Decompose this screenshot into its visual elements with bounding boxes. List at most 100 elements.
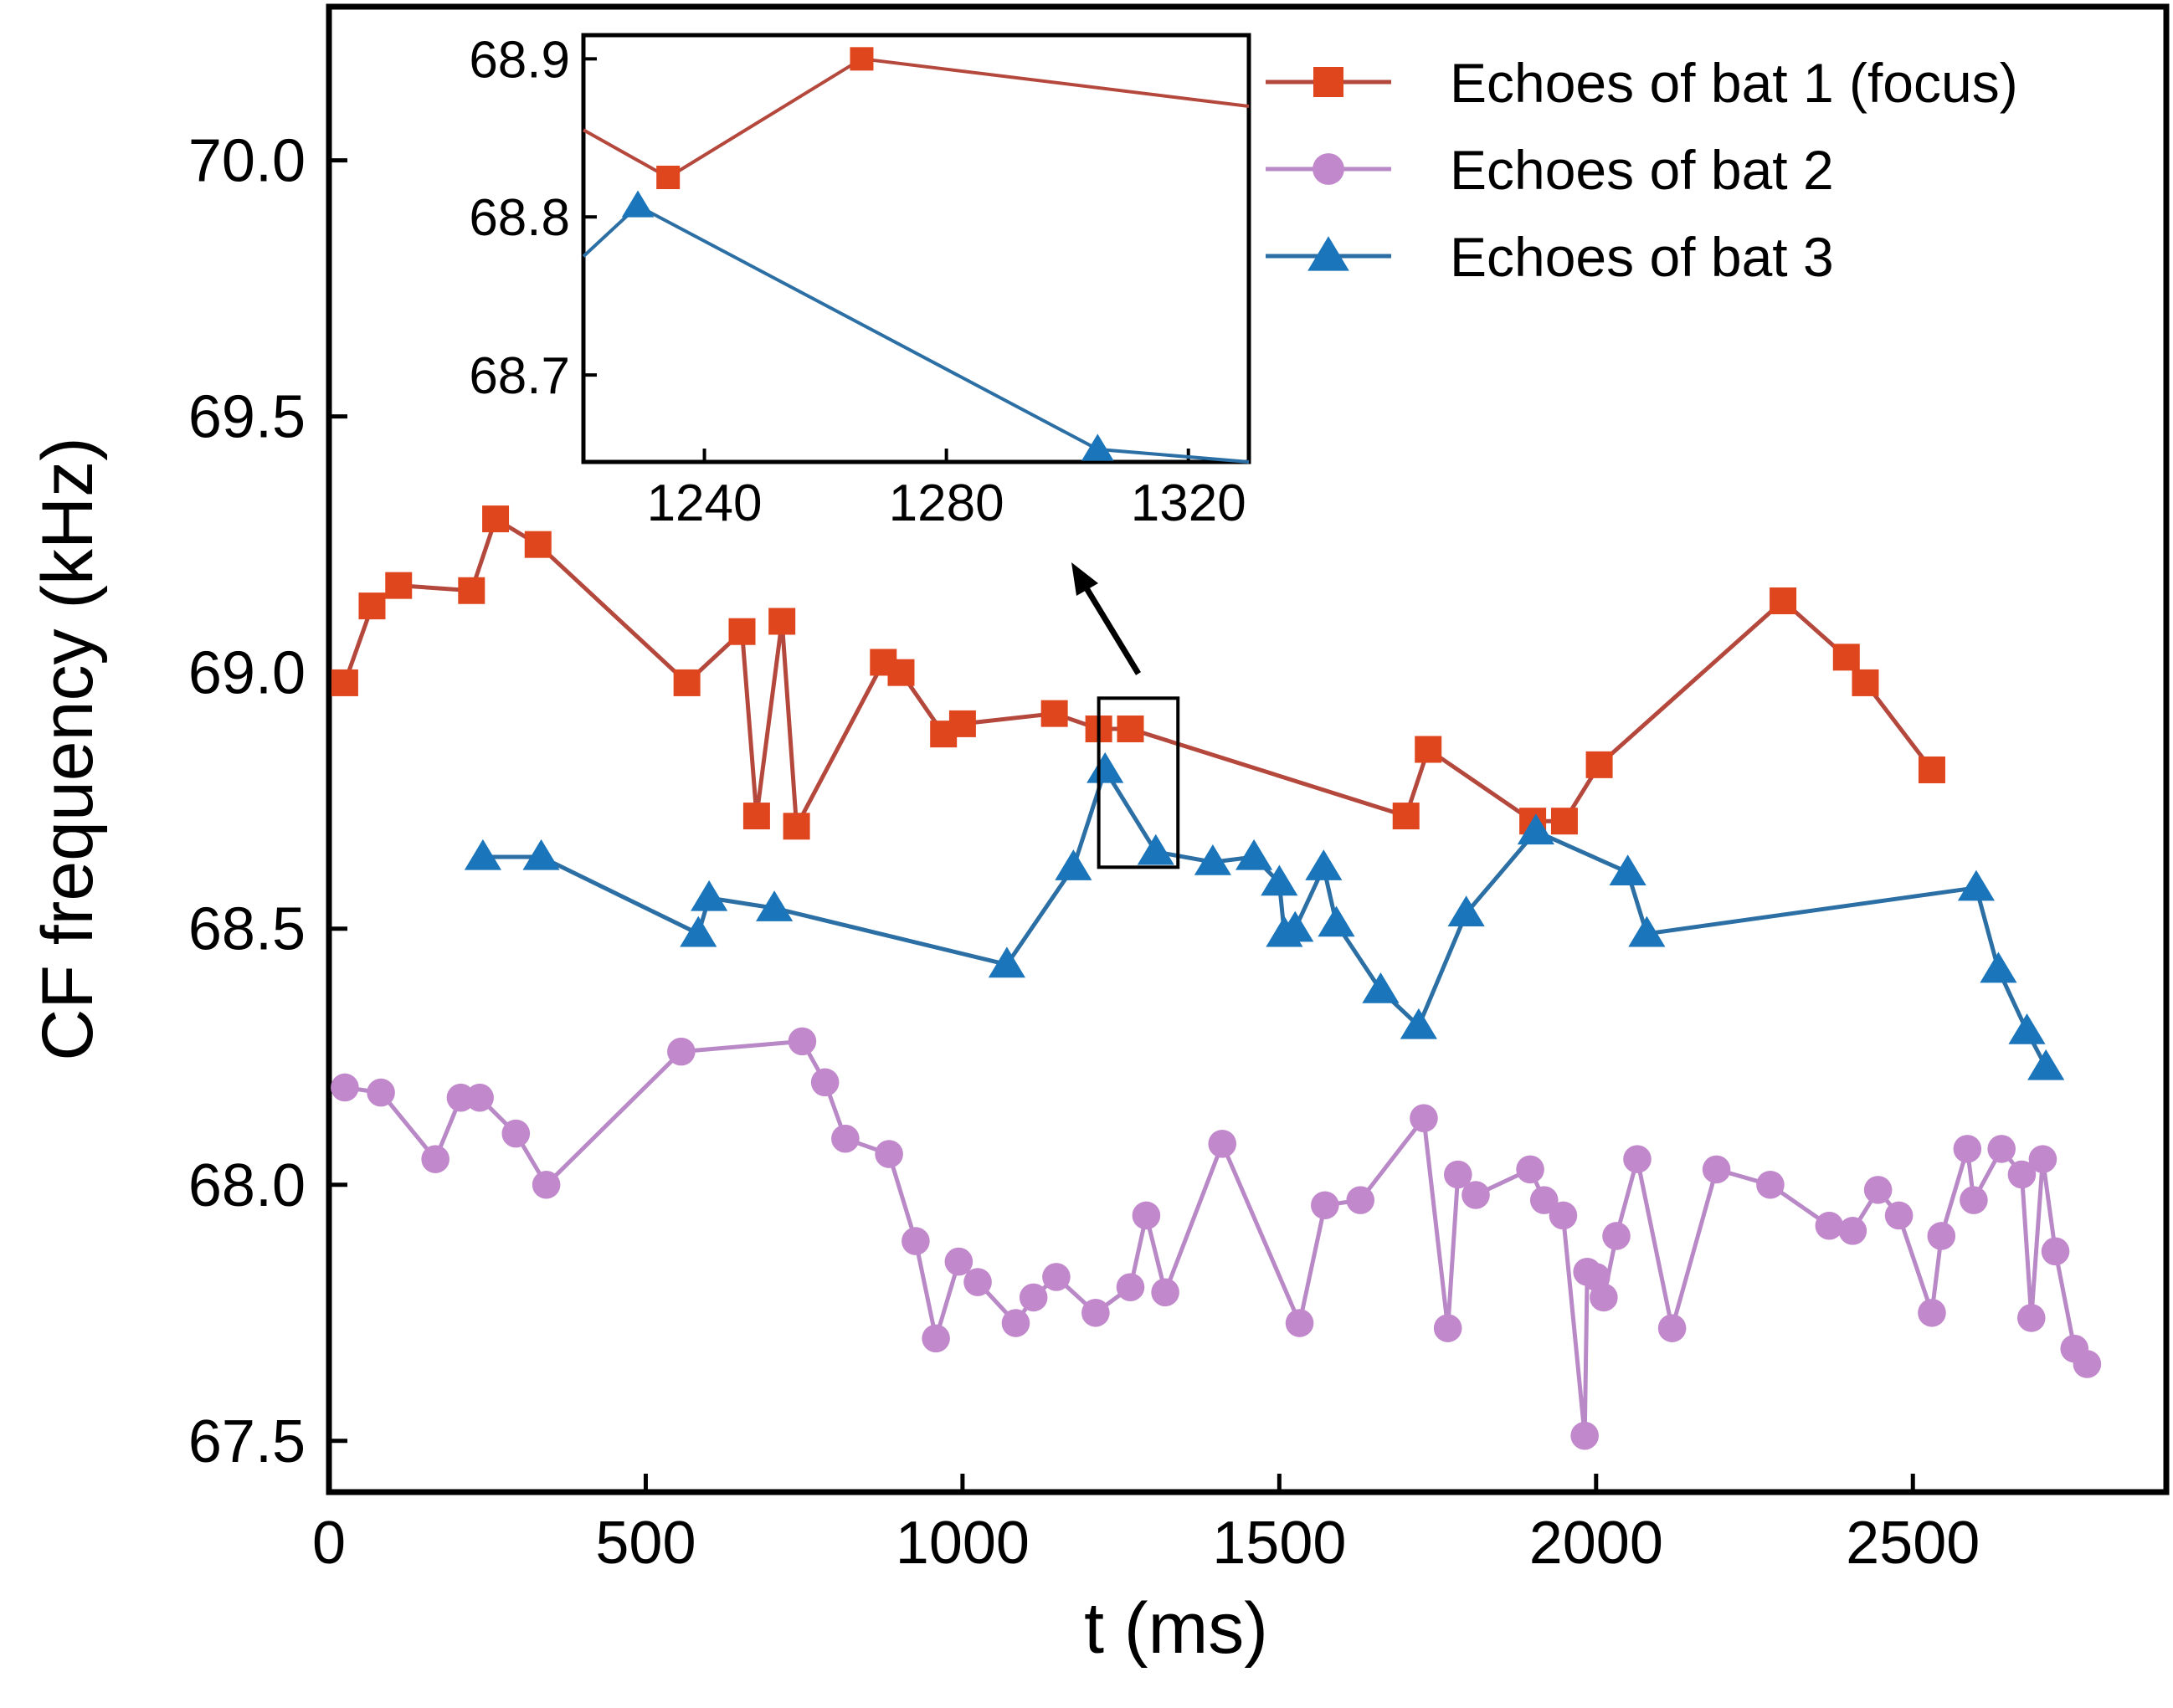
inset-series bbox=[582, 47, 1250, 464]
data-point bbox=[783, 813, 810, 840]
legend-label: Echoes of bat 2 bbox=[1450, 139, 1834, 201]
data-point bbox=[728, 618, 756, 645]
data-point bbox=[1702, 1155, 1731, 1184]
data-point bbox=[2028, 1145, 2057, 1173]
data-point bbox=[465, 1083, 494, 1112]
data-point bbox=[1443, 1160, 1472, 1189]
data-point bbox=[1550, 808, 1578, 835]
data-point bbox=[1151, 1278, 1179, 1307]
data-point bbox=[2007, 1160, 2037, 1189]
data-point bbox=[1447, 895, 1485, 927]
data-point bbox=[810, 1068, 840, 1097]
data-point bbox=[1261, 864, 1298, 896]
inset-y-tick-label: 68.8 bbox=[469, 189, 570, 247]
data-point bbox=[482, 505, 510, 533]
data-point bbox=[2008, 1013, 2046, 1044]
inset-y-tick-label: 68.9 bbox=[469, 31, 570, 89]
data-point bbox=[667, 1037, 696, 1066]
data-point bbox=[948, 710, 976, 737]
data-point bbox=[1602, 1222, 1631, 1250]
data-point bbox=[1838, 1217, 1867, 1245]
data-point bbox=[1410, 1104, 1438, 1132]
data-point bbox=[2073, 1350, 2102, 1378]
inset-series-line bbox=[582, 203, 1250, 464]
data-point bbox=[1415, 736, 1442, 763]
legend-label: Echoes of bat 3 bbox=[1450, 226, 1834, 288]
data-point bbox=[331, 669, 358, 696]
y-tick-label: 67.5 bbox=[188, 1408, 306, 1475]
data-point bbox=[988, 946, 1025, 978]
inset-y-tick-label: 68.7 bbox=[469, 347, 570, 405]
data-point bbox=[887, 659, 915, 686]
data-point bbox=[1117, 716, 1144, 743]
data-point bbox=[1927, 1222, 1956, 1250]
data-point bbox=[1042, 1263, 1071, 1291]
data-point bbox=[331, 1073, 359, 1102]
x-tick-label: 2000 bbox=[1529, 1510, 1663, 1577]
data-point bbox=[1346, 1186, 1375, 1214]
main-series bbox=[331, 505, 2102, 1450]
inset-x-tick-label: 1280 bbox=[889, 474, 1004, 532]
data-point bbox=[2041, 1237, 2070, 1266]
data-point bbox=[464, 839, 502, 870]
inset-data-point bbox=[656, 166, 681, 189]
data-point bbox=[1918, 756, 1945, 783]
x-tick-label: 2500 bbox=[1846, 1510, 1980, 1577]
legend-marker bbox=[1313, 67, 1343, 97]
x-tick-label: 500 bbox=[595, 1510, 696, 1577]
data-point bbox=[1400, 1008, 1437, 1039]
data-point bbox=[1657, 1314, 1687, 1342]
legend-marker bbox=[1313, 153, 1344, 185]
data-point bbox=[1318, 905, 1355, 937]
data-point bbox=[1086, 751, 1124, 783]
data-point bbox=[532, 1170, 561, 1199]
data-point bbox=[1623, 1145, 1652, 1173]
inset-axes: 1240 1280 1320 68.7 68.8 68.9 bbox=[469, 31, 1246, 532]
data-point bbox=[1628, 916, 1666, 947]
y-tick-label: 68.0 bbox=[188, 1152, 306, 1219]
inset-x-tick-label: 1240 bbox=[647, 474, 763, 532]
y-tick-label: 70.0 bbox=[188, 128, 306, 195]
data-point bbox=[524, 531, 552, 558]
data-point bbox=[1040, 700, 1068, 727]
plot-frame bbox=[326, 3, 2170, 1495]
y-tick-label: 69.0 bbox=[188, 640, 306, 707]
data-point bbox=[1852, 669, 1879, 696]
data-point bbox=[742, 803, 770, 830]
zoom-box bbox=[1097, 696, 1180, 869]
data-point bbox=[1055, 849, 1092, 880]
data-point bbox=[1953, 1135, 1982, 1163]
data-point bbox=[922, 1324, 950, 1353]
data-point bbox=[1277, 910, 1314, 942]
data-point bbox=[1311, 1191, 1339, 1220]
data-point bbox=[522, 839, 560, 870]
x-axis-title: t (ms) bbox=[1084, 1588, 1268, 1669]
data-point bbox=[768, 608, 796, 635]
zoom-arrow bbox=[1071, 562, 1141, 675]
inset-data-point bbox=[1081, 433, 1114, 461]
data-point bbox=[1987, 1135, 2016, 1163]
data-point bbox=[1815, 1211, 1844, 1240]
data-point bbox=[367, 1078, 395, 1107]
inset-frame bbox=[581, 33, 1251, 464]
data-point bbox=[902, 1227, 930, 1255]
data-point bbox=[1392, 803, 1420, 830]
inset-series-1 bbox=[583, 47, 1250, 189]
data-point bbox=[1570, 1421, 1599, 1450]
data-point bbox=[1980, 951, 2017, 983]
data-point bbox=[421, 1145, 449, 1173]
data-point bbox=[1517, 813, 1554, 845]
data-point bbox=[1516, 1155, 1544, 1184]
data-point bbox=[501, 1119, 531, 1148]
legend-label: Echoes of bat 1 (focus) bbox=[1450, 52, 2018, 114]
data-point bbox=[1208, 1129, 1237, 1158]
data-point bbox=[788, 1027, 817, 1056]
inset-x-tick-label: 1320 bbox=[1131, 474, 1246, 532]
data-point bbox=[673, 669, 701, 696]
legend-entry: Echoes of bat 2 bbox=[1266, 139, 1834, 201]
series-1 bbox=[331, 505, 1945, 840]
inset-data-point bbox=[621, 190, 655, 218]
data-point bbox=[1305, 849, 1343, 880]
data-point bbox=[1433, 1314, 1462, 1342]
